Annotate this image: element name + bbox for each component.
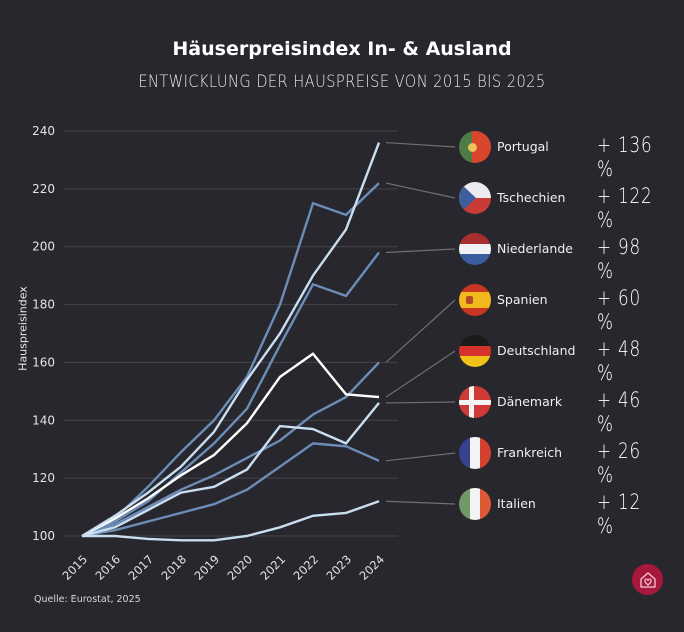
country-label: Italien xyxy=(497,496,536,511)
spain-flag-icon xyxy=(459,284,491,316)
change-percent: + 12 % xyxy=(597,490,641,538)
x-tick-label: 2016 xyxy=(93,552,124,583)
czech-flag-icon xyxy=(459,182,491,214)
change-percent: + 60 % xyxy=(597,286,641,334)
germany-flag-icon xyxy=(459,335,491,367)
portugal-flag-icon xyxy=(459,131,491,163)
series-line-deutschland xyxy=(81,352,380,538)
change-percent: + 122 % xyxy=(597,184,653,232)
series-line-frankreich xyxy=(81,442,380,538)
y-tick-label: 200 xyxy=(32,240,55,254)
change-percent: + 48 % xyxy=(597,337,641,385)
connector-line xyxy=(385,182,456,199)
connector-line xyxy=(385,299,456,363)
series-line-italien xyxy=(82,500,380,542)
legend-item: Niederlande + 98 % xyxy=(459,233,679,283)
source-note: Quelle: Eurostat, 2025 xyxy=(34,594,141,605)
series-line-tschechien xyxy=(81,182,380,538)
italy-flag-icon xyxy=(459,488,491,520)
y-tick-label: 140 xyxy=(32,413,55,427)
series-line-dänemark xyxy=(81,402,380,538)
legend-item: Frankreich + 26 % xyxy=(459,437,679,487)
connector-line xyxy=(385,500,456,505)
legend-item: Spanien + 60 % xyxy=(459,284,679,334)
y-tick-label: 160 xyxy=(32,355,55,369)
x-tick-label: 2018 xyxy=(159,552,190,583)
series-line-portugal xyxy=(81,142,381,538)
country-label: Deutschland xyxy=(497,343,576,358)
country-label: Dänemark xyxy=(497,394,563,409)
series-line-spanien xyxy=(81,361,380,538)
y-axis-label: Hauspreisindex xyxy=(16,286,30,371)
change-percent: + 46 % xyxy=(597,388,641,436)
legend-item: Portugal + 136 % xyxy=(459,131,679,181)
x-tick-label: 2024 xyxy=(357,552,388,583)
x-tick-label: 2017 xyxy=(126,552,157,583)
connector-line xyxy=(385,141,456,148)
country-label: Spanien xyxy=(497,292,548,307)
y-tick-label: 100 xyxy=(32,529,55,543)
legend-item: Deutschland + 48 % xyxy=(459,335,679,385)
change-percent: + 98 % xyxy=(597,235,641,283)
country-label: Frankreich xyxy=(497,445,563,460)
x-tick-label: 2020 xyxy=(225,552,256,583)
house-heart-icon[interactable] xyxy=(632,564,663,595)
netherlands-flag-icon xyxy=(459,233,491,265)
x-tick-label: 2019 xyxy=(192,552,223,583)
connector-line xyxy=(385,452,456,462)
change-percent: + 136 % xyxy=(597,133,653,181)
chart-title: Häuserpreisindex In- & Ausland xyxy=(172,38,512,60)
connector-line xyxy=(385,248,456,254)
y-tick-label: 180 xyxy=(32,298,55,312)
x-tick-label: 2023 xyxy=(324,552,355,583)
legend-item: Italien + 12 % xyxy=(459,488,679,538)
x-tick-label: 2021 xyxy=(258,552,289,583)
connector-line xyxy=(385,401,456,404)
country-label: Tschechien xyxy=(497,190,566,205)
france-flag-icon xyxy=(459,437,491,469)
legend-item: Tschechien + 122 % xyxy=(459,182,679,232)
series-line-niederlande xyxy=(81,251,380,538)
country-label: Niederlande xyxy=(497,241,573,256)
denmark-flag-icon xyxy=(459,386,491,418)
chart-subtitle: ENTWICKLUNG DER HAUSPREISE VON 2015 BIS … xyxy=(138,72,546,92)
change-percent: + 26 % xyxy=(597,439,641,487)
x-tick-label: 2022 xyxy=(291,552,322,583)
country-label: Portugal xyxy=(497,139,549,154)
connector-line xyxy=(385,350,456,398)
y-tick-label: 240 xyxy=(32,124,55,138)
legend-item: Dänemark + 46 % xyxy=(459,386,679,436)
x-tick-label: 2015 xyxy=(60,552,91,583)
y-tick-label: 220 xyxy=(32,182,55,196)
y-tick-label: 120 xyxy=(32,471,55,485)
